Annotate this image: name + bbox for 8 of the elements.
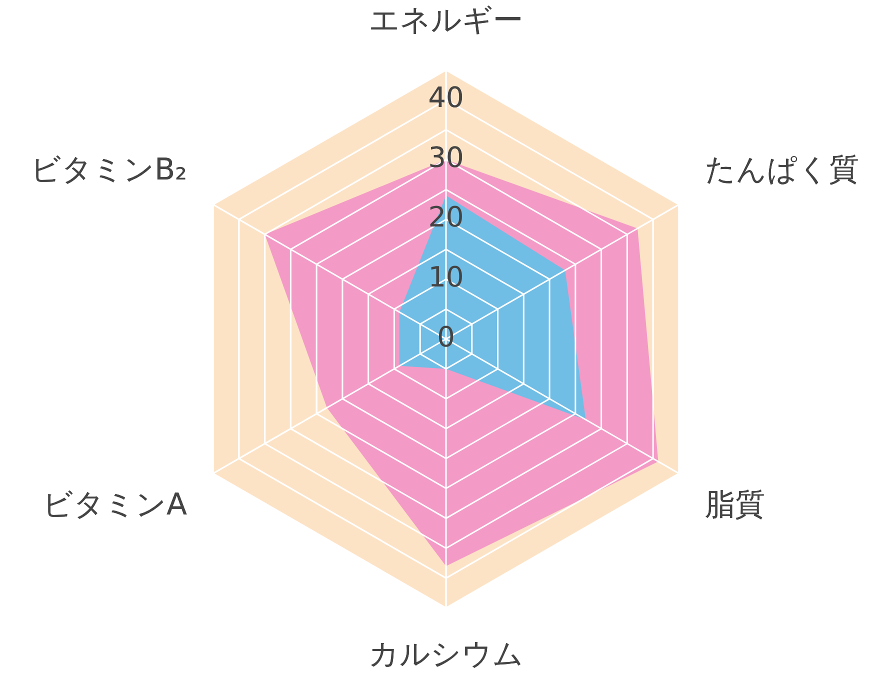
y-tick-label: 40 (428, 81, 464, 114)
y-tick-label: 30 (428, 140, 464, 174)
spoke-label: たんぱく質 (704, 152, 859, 188)
spoke-label: ビタミンA (42, 487, 188, 522)
spoke-label: 脂質 (704, 487, 765, 522)
spoke-label: ビタミンB₂ (30, 152, 188, 188)
spoke-label: エネルギー (369, 2, 523, 38)
spoke-label: カルシウム (368, 636, 524, 672)
